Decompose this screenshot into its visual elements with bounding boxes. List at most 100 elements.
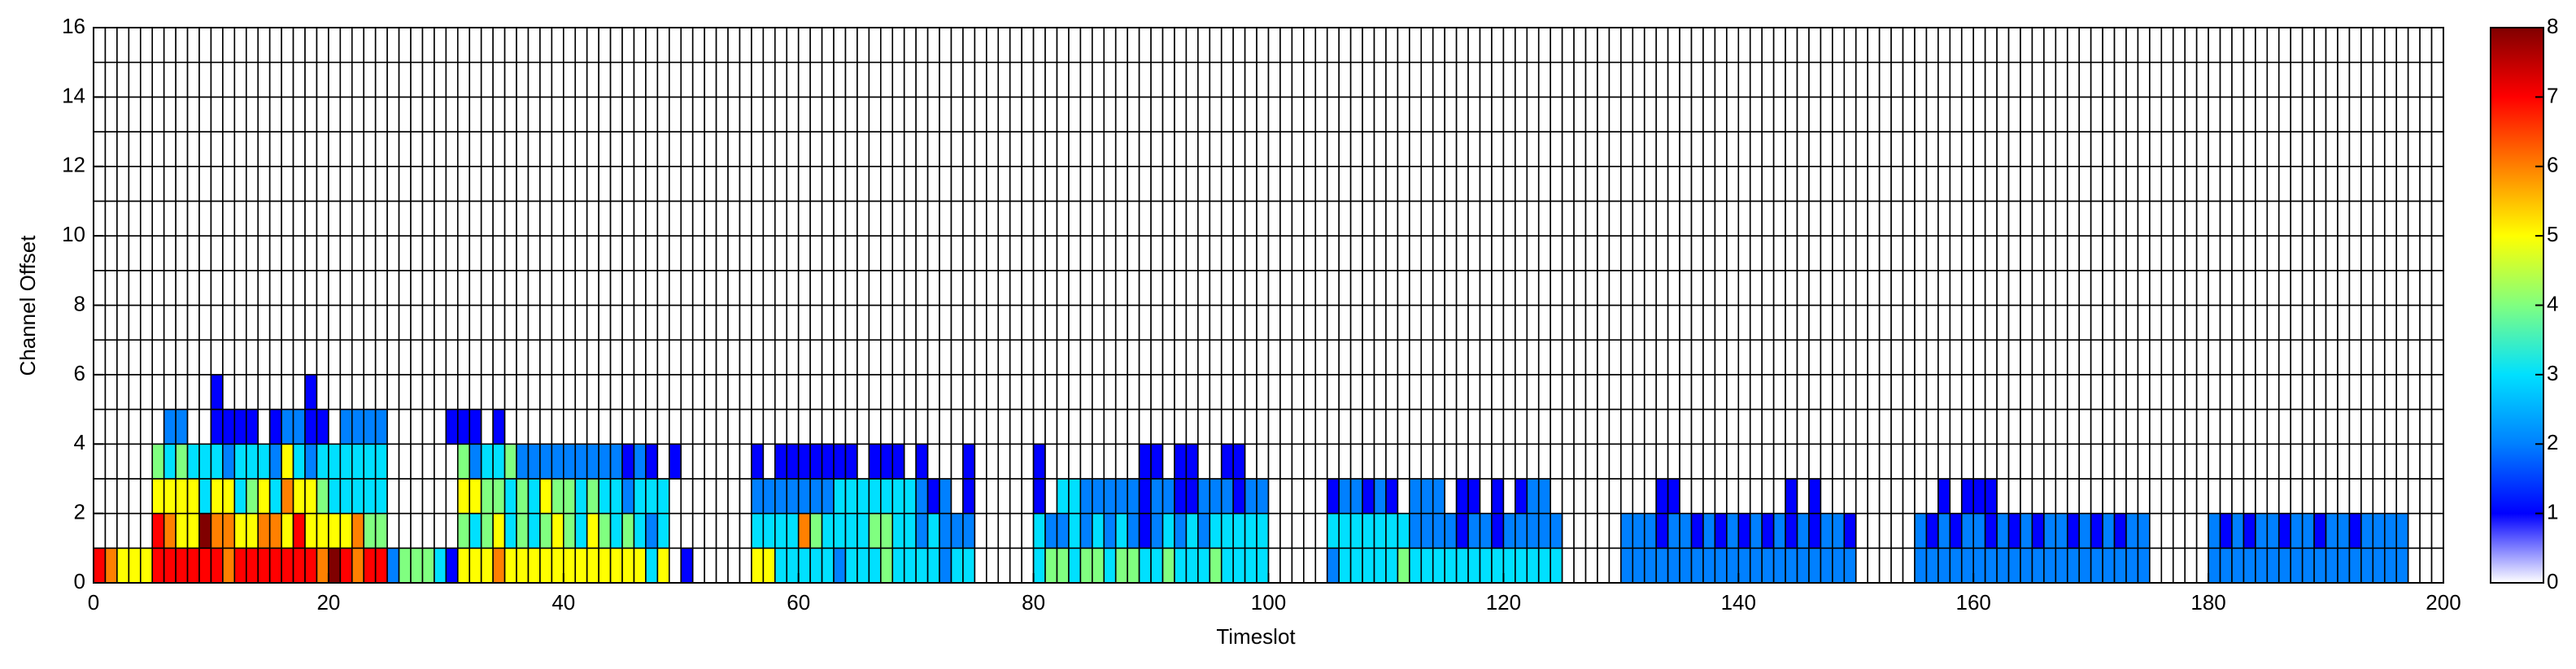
cell [1420,96,1434,132]
cell [1244,27,1257,63]
cell [2007,165,2021,202]
cell [2149,443,2163,480]
cell [1996,96,2010,132]
cell [198,512,212,550]
cell [1267,443,1281,480]
cell [856,61,870,98]
cell [1714,235,1728,272]
cell [1150,96,1164,132]
cell [2055,96,2068,132]
cell [2266,27,2280,63]
cell [351,478,365,515]
cell [1878,61,1892,98]
cell [1679,512,1693,550]
cell [809,443,823,480]
cell [574,339,588,376]
cell [421,304,435,341]
cell [1467,270,1481,306]
cell [2031,339,2045,376]
cell [645,200,659,237]
cell [1690,374,1704,411]
cell [2090,512,2103,550]
cell [363,512,377,550]
cell [2007,339,2021,376]
cell [527,235,541,272]
cell [844,443,858,480]
cell [2337,512,2351,550]
cell [268,235,282,272]
cell [2219,304,2233,341]
cell [1785,408,1798,445]
cell [2184,478,2198,515]
cell [1996,374,2010,411]
cell [2360,304,2374,341]
cell [339,547,353,584]
cell [1491,547,1505,584]
cell [1491,304,1505,341]
cell [292,27,306,63]
cell [1960,443,1974,480]
cell [1537,339,1551,376]
cell [1432,339,1445,376]
cell [292,304,306,341]
cell [1150,339,1164,376]
cell [1972,408,1986,445]
cell [1749,304,1763,341]
cell [704,200,717,237]
cell [1409,96,1423,132]
cell [1655,235,1669,272]
cell [2020,443,2033,480]
cell [456,304,471,341]
cell [2149,478,2163,515]
cell [539,200,553,237]
cell [633,547,647,584]
cell [821,304,835,341]
cell [1420,512,1434,550]
cell [727,443,741,480]
cell [1608,443,1622,480]
cell [1772,547,1786,584]
cell [1643,235,1657,272]
cell [1914,339,1928,376]
cell [116,408,130,445]
cell [2266,547,2280,584]
cell [1655,478,1669,515]
cell [539,131,553,167]
cell [926,374,940,411]
cell [351,374,365,411]
cell [739,374,752,411]
cell [175,165,189,202]
cell [1890,512,1904,550]
cell [198,339,212,376]
cell [2078,547,2092,584]
cell [1526,478,1540,515]
cell [1878,131,1892,167]
cell [2290,374,2304,411]
cell [1914,512,1928,550]
cell [1749,235,1763,272]
cell [903,374,917,411]
cell [398,408,412,445]
cell [2020,339,2033,376]
cell [786,61,800,98]
cell [844,304,858,341]
cell [469,27,482,63]
cell [2043,478,2057,515]
cell [1491,96,1505,132]
cell [2208,61,2221,98]
cell [1890,61,1904,98]
cell [974,443,987,480]
cell [2102,478,2116,515]
cell [1362,339,1375,376]
cell [1114,235,1128,272]
cell [2125,200,2139,237]
cell [1526,443,1540,480]
cell [974,270,987,306]
cell [598,443,612,480]
cell [1772,339,1786,376]
cell [1643,27,1657,63]
cell [2313,61,2327,98]
cell [1714,512,1728,550]
cell [1843,374,1857,411]
cell [1726,512,1740,550]
